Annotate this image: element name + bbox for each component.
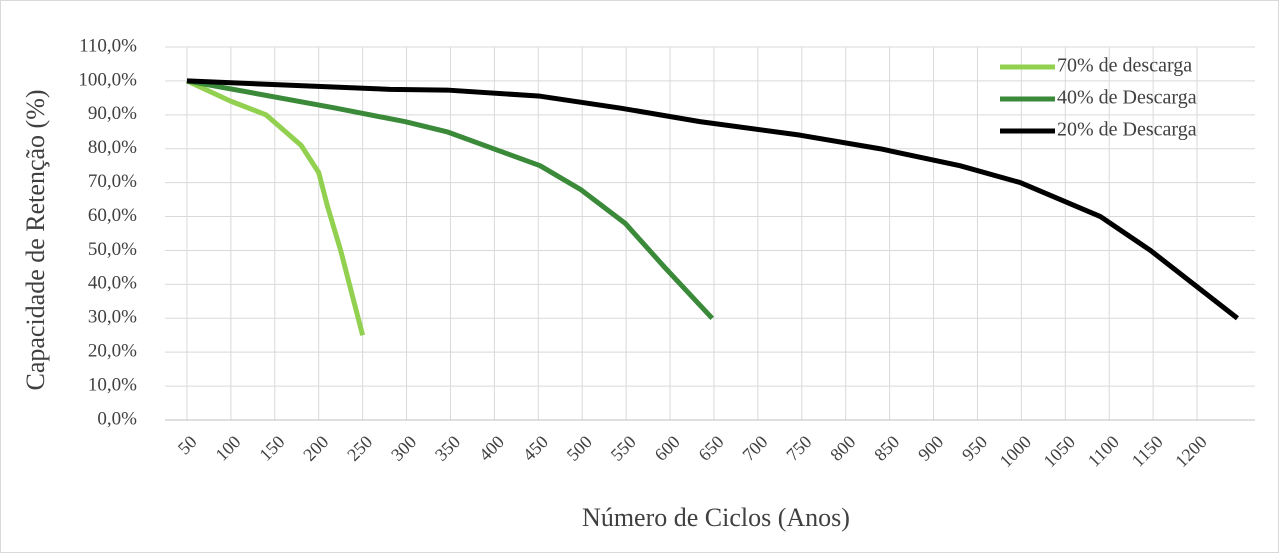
y-tick-label: 10,0% xyxy=(88,374,137,395)
x-axis-label: Número de Ciclos (Anos) xyxy=(582,503,850,532)
legend-label: 20% de Descarga xyxy=(1057,119,1197,141)
y-tick-label: 80,0% xyxy=(88,137,137,158)
y-tick-label: 20,0% xyxy=(88,341,137,362)
y-tick-label: 30,0% xyxy=(88,307,137,328)
y-tick-label: 40,0% xyxy=(88,273,137,294)
y-tick-label: 50,0% xyxy=(88,239,137,260)
y-tick-label: 60,0% xyxy=(88,205,137,226)
y-tick-label: 0,0% xyxy=(97,408,137,429)
series-line xyxy=(186,78,1239,321)
legend-label: 40% de Descarga xyxy=(1057,87,1197,109)
legend-label: 70% de descarga xyxy=(1057,55,1192,77)
series-line xyxy=(186,78,715,320)
series-line xyxy=(185,78,366,336)
y-tick-label: 90,0% xyxy=(88,103,137,124)
y-tick-label: 70,0% xyxy=(88,171,137,192)
y-tick-label: 100,0% xyxy=(78,69,137,90)
y-axis-label: Capacidade de Retenção (%) xyxy=(21,89,50,390)
y-tick-label: 110,0% xyxy=(79,35,137,56)
